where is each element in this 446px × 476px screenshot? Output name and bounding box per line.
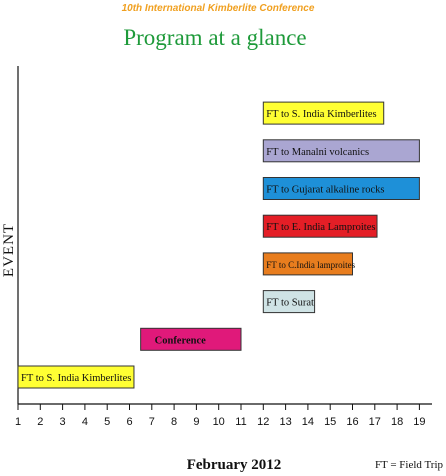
- x-tick-label: 13: [279, 416, 291, 428]
- x-tick-label: 17: [369, 416, 381, 428]
- event-bar: [262, 139, 420, 163]
- chart-title: Program at a glance: [123, 25, 306, 50]
- event-bar: [17, 365, 135, 389]
- x-tick-label: 6: [126, 416, 132, 428]
- x-tick-label: 7: [149, 416, 155, 428]
- event-bar-label: FT to Surat: [266, 298, 314, 309]
- event-bar: [262, 252, 353, 276]
- y-axis-label: EVENT: [1, 223, 17, 277]
- event-bar-label: FT to C.India lamproites: [266, 260, 355, 270]
- event-bar: [140, 327, 242, 351]
- x-tick-label: 3: [60, 416, 66, 428]
- event-bar-label: FT to Manalni volcanics: [266, 147, 369, 158]
- chart-supertitle: 10th International Kimberlite Conference: [122, 3, 315, 14]
- event-bar-label: FT to S. India Kimberlites: [21, 373, 131, 384]
- x-axis-label: February 2012: [187, 457, 282, 473]
- event-bar-label: FT to S. India Kimberlites: [266, 109, 376, 120]
- event-bar: [262, 214, 378, 238]
- x-tick-label: 18: [391, 416, 403, 428]
- abbreviation-note: FT = Field Trip: [375, 459, 444, 471]
- x-tick-label: 12: [257, 416, 269, 428]
- x-tick-label: 10: [213, 416, 225, 428]
- x-axis-ticks: 1 2 3 4 5 6 7 8 9 10 11 12 13 14 15 16 17 18 19: [15, 404, 426, 428]
- x-tick-label: 9: [193, 416, 199, 428]
- x-tick-label: 1: [15, 416, 21, 428]
- x-tick-label: 19: [413, 416, 425, 428]
- x-tick-label: 8: [171, 416, 177, 428]
- event-bar: [262, 290, 316, 314]
- event-bar-label: Conference: [155, 335, 206, 346]
- x-tick-label: 4: [82, 416, 88, 428]
- x-tick-label: 5: [104, 416, 110, 428]
- x-tick-label: 2: [37, 416, 43, 428]
- x-tick-label: 15: [324, 416, 336, 428]
- x-tick-label: 14: [302, 416, 314, 428]
- x-tick-label: 16: [346, 416, 358, 428]
- event-bar: [262, 101, 385, 125]
- x-tick-label: 11: [235, 416, 246, 428]
- event-bar-label: FT to Gujarat alkaline rocks: [266, 185, 384, 196]
- event-bar-label: FT to E. India Lamproites: [266, 222, 375, 233]
- event-bars: FT to S. India Kimberlites Conference FT t…: [17, 101, 420, 389]
- event-bar: [262, 177, 420, 200]
